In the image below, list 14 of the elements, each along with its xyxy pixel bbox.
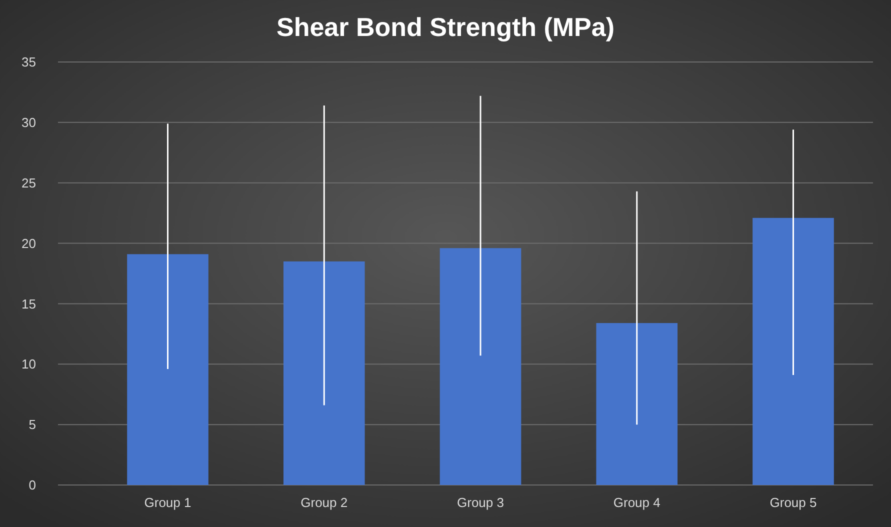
y-tick-label: 20 (22, 236, 36, 251)
y-tick-label: 30 (22, 114, 36, 130)
y-tick-label: 35 (22, 54, 36, 70)
x-tick-label: Group 5 (770, 495, 817, 510)
y-tick-label: 25 (22, 175, 36, 190)
y-tick-label: 5 (28, 417, 36, 432)
x-tick-label: Group 4 (613, 495, 660, 510)
y-tick-label: 10 (22, 356, 36, 372)
x-tick-label: Group 3 (457, 495, 504, 510)
y-tick-label: 15 (22, 296, 36, 312)
y-tick-label: 0 (28, 478, 36, 493)
chart-title: Shear Bond Strength (MPa) (276, 12, 615, 42)
x-tick-label: Group 2 (300, 495, 348, 510)
x-tick-label: Group 1 (144, 495, 192, 510)
